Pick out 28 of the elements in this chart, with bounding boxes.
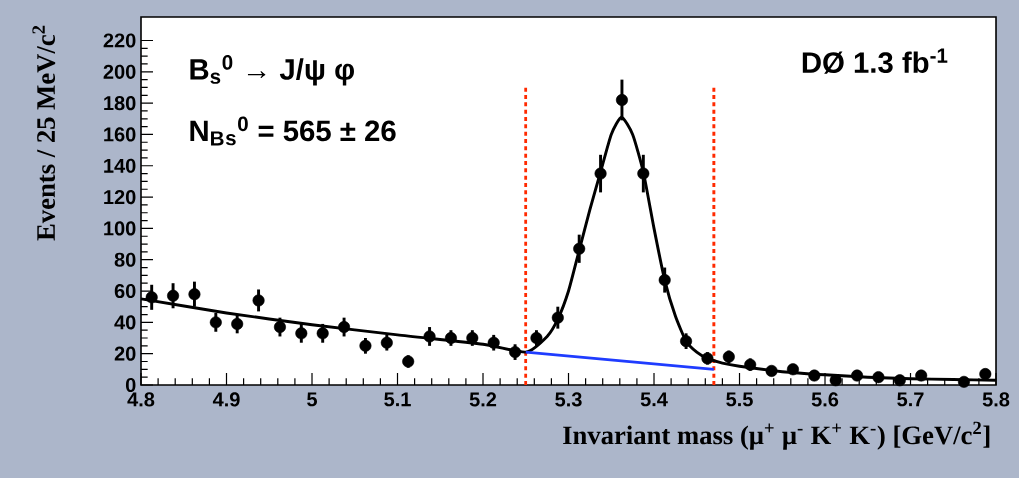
y-tick-label: 20 — [114, 346, 136, 361]
y-tick-label: 120 — [104, 190, 136, 205]
y-tick-label: 100 — [104, 221, 136, 236]
x-tick-label: 5.6 — [811, 392, 839, 407]
annotation: B$_{s}$$^{0}$ → J/ψ φ — [190, 55, 354, 86]
x-tick-label: 5.8 — [982, 392, 1010, 407]
x-tick-label: 5.2 — [469, 392, 497, 407]
x-tick-label: 5.3 — [555, 392, 582, 407]
y-tick-label: 80 — [114, 252, 136, 267]
x-tick-label: 5 — [307, 392, 317, 407]
annotation: N$_{Bs}$$^{0}$ = 565 ± 26 — [190, 116, 396, 146]
y-tick-label: 220 — [103, 33, 136, 48]
y-tick-label: 40 — [114, 315, 136, 330]
y-tick-label: 180 — [104, 96, 136, 111]
x-tick-label: 5.4 — [640, 392, 668, 407]
y-tick-label: 60 — [114, 283, 136, 299]
y-tick-label: 160 — [104, 127, 136, 142]
y-axis-title: Events / 25 MeV/c$^{2}$ — [32, 25, 56, 241]
x-tick-label: 5.5 — [726, 392, 753, 407]
x-tick-label: 5.1 — [384, 392, 411, 407]
y-tick-label: 0 — [125, 377, 136, 393]
x-tick-label: 4.8 — [127, 392, 155, 407]
y-tick-label: 140 — [104, 158, 136, 173]
y-tick-label: 200 — [103, 64, 136, 79]
x-tick-label: 5.7 — [897, 392, 924, 407]
x-tick-label: 4.9 — [212, 392, 240, 407]
text: Invariant mass (μ$^{+}$ μ$^{-}$ K$^{+}$ K$^{-}$) [GeV/c$^{2}$] — [563, 421, 990, 450]
annotation: DØ 1.3 fb$^{-1}$ — [802, 48, 948, 74]
